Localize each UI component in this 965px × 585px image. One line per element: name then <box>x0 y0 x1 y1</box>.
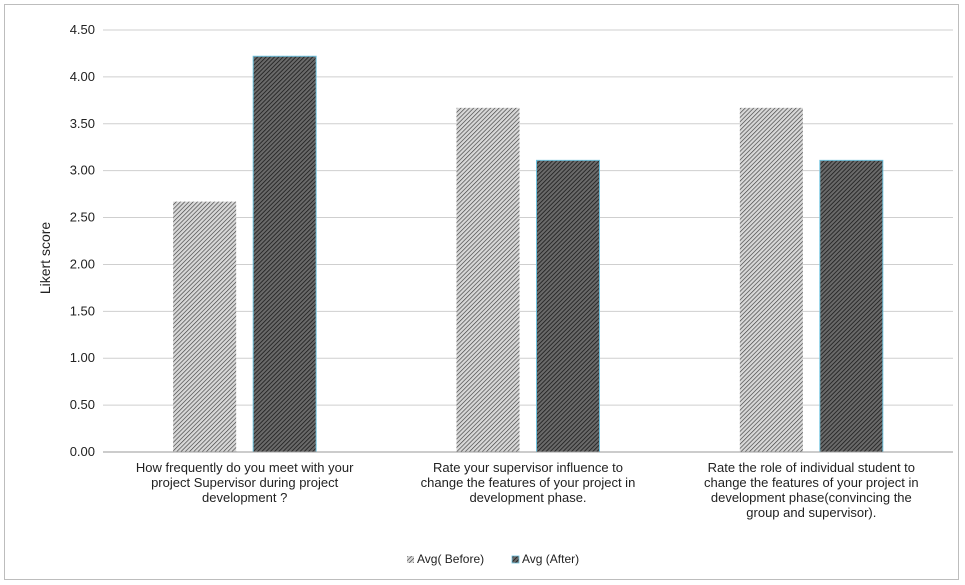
y-tick-label: 0.50 <box>70 397 95 412</box>
x-category-label: How frequently do you meet with your <box>136 460 354 475</box>
bar-before-3 <box>739 107 803 452</box>
bar-after-3 <box>819 159 884 453</box>
legend-swatch-before <box>407 556 414 563</box>
x-category-label: development ? <box>202 490 287 505</box>
legend-swatch-after <box>511 555 520 564</box>
y-tick-label: 0.00 <box>70 444 95 459</box>
bar-before-2 <box>456 107 520 452</box>
x-category-label: change the features of your project in <box>704 475 919 490</box>
y-tick-label: 4.00 <box>70 69 95 84</box>
x-category-label: development phase. <box>469 490 586 505</box>
x-category-label: Rate the role of individual student to <box>708 460 915 475</box>
y-tick-label: 3.50 <box>70 116 95 131</box>
y-axis-label: Likert score <box>37 222 53 295</box>
x-category-label: group and supervisor). <box>746 505 876 520</box>
y-tick-label: 3.00 <box>70 163 95 178</box>
bar-before-1 <box>173 201 237 452</box>
legend-label-before: Avg( Before) <box>417 552 484 566</box>
y-tick-label: 1.00 <box>70 350 95 365</box>
x-category-label: project Supervisor during project <box>151 475 339 490</box>
y-tick-label: 2.00 <box>70 256 95 271</box>
x-category-label: change the features of your project in <box>421 475 636 490</box>
bar-after-1 <box>252 55 317 453</box>
legend-label-after: Avg (After) <box>522 552 579 566</box>
y-tick-label: 4.50 <box>70 22 95 37</box>
y-tick-label: 1.50 <box>70 303 95 318</box>
x-category-label: Rate your supervisor influence to <box>433 460 623 475</box>
bar-after-2 <box>536 159 600 453</box>
x-category-label: development phase(convincing the <box>711 490 912 505</box>
y-tick-label: 2.50 <box>70 210 95 225</box>
